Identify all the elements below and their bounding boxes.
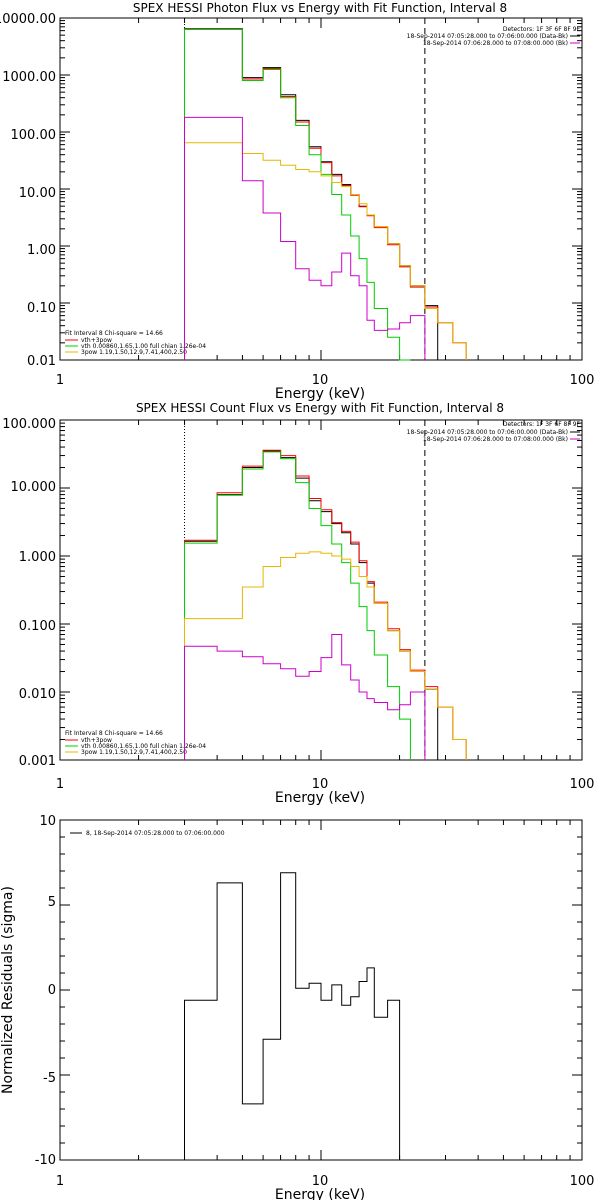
x-tick-label: 100	[570, 1174, 595, 1189]
series-line	[184, 142, 467, 360]
legend-bk-interval: 18-Sep-2014 07:06:28.000 to 07:08:00.000…	[423, 40, 568, 47]
panel-photon-flux: SPEX HESSI Photon Flux vs Energy with Fi…	[0, 1, 594, 402]
y-tick-label: 1.000	[19, 550, 56, 565]
x-axis-label: Energy (keV)	[275, 386, 365, 402]
y-tick-label: 1.00	[27, 243, 56, 258]
y-tick-label: -10	[35, 1153, 56, 1168]
y-tick-label: 0.001	[19, 754, 56, 769]
legend-fit-info: Fit Interval 8 Chi-square = 14.66	[65, 330, 163, 337]
x-tick-label: 10	[312, 1174, 329, 1189]
y-tick-label: 100.000	[2, 417, 56, 432]
legend-bk-interval: 18-Sep-2014 07:06:28.000 to 07:08:00.000…	[423, 436, 568, 443]
y-tick-label: 1000.00	[2, 70, 56, 85]
series-line	[184, 634, 426, 760]
x-tick-label: 1	[56, 373, 64, 388]
y-tick-label: 5	[48, 895, 56, 910]
y-tick-label: 10	[39, 814, 56, 829]
series-line	[184, 451, 411, 760]
y-tick-label: 0.100	[19, 619, 56, 634]
y-tick-label: -5	[43, 1071, 56, 1086]
y-tick-label: 0.10	[27, 301, 56, 316]
legend-entry: vth+3pow	[81, 737, 112, 744]
legend-detectors: Detectors: 1F 3F 6F 8F 9F	[503, 26, 581, 33]
panel-title: SPEX HESSI Count Flux vs Energy with Fit…	[136, 401, 504, 415]
x-axis-label: Energy (keV)	[275, 1187, 365, 1200]
y-tick-label: 10000.00	[0, 12, 56, 27]
legend-entry: vth+3pow	[81, 337, 112, 344]
series-line	[184, 551, 467, 760]
y-tick-label: 0.010	[19, 687, 56, 702]
y-tick-label: 10.00	[19, 186, 56, 201]
x-tick-label: 100	[570, 373, 595, 388]
legend-entry: 3pow 1.19,1.50,12.9,7.41,400,2.50	[81, 749, 187, 756]
legend-fit-info: Fit Interval 8 Chi-square = 14.66	[65, 730, 163, 737]
plot-layer	[59, 17, 583, 1161]
series-line	[184, 116, 426, 360]
panel-count-flux: SPEX HESSI Count Flux vs Energy with Fit…	[2, 401, 594, 806]
y-tick-label: 10.000	[11, 480, 57, 495]
x-tick-label: 100	[570, 777, 595, 792]
y-axis-label: Normalized Residuals (sigma)	[0, 886, 16, 1094]
y-tick-label: 0	[48, 983, 56, 998]
legend-entry: 3pow 1.19,1.50,12.9,7.41,400,2.50	[81, 349, 187, 356]
x-axis-label: Energy (keV)	[275, 790, 365, 806]
legend-data-interval: 18-Sep-2014 07:05:28.000 to 07:06:00.000…	[407, 33, 568, 40]
y-tick-label: 100.00	[11, 128, 57, 143]
x-tick-label: 1	[56, 1174, 64, 1189]
legend-entry: vth 0.00860,1.65,1.00 full chian 1.26e-0…	[81, 743, 206, 750]
x-tick-label: 10	[312, 777, 329, 792]
x-tick-label: 10	[312, 373, 329, 388]
panel-residuals: Energy (keV) 1 10 100 -10 -5 0 5 10 Norm…	[0, 814, 594, 1200]
series-line	[184, 872, 401, 1160]
y-tick-label: 0.01	[27, 354, 56, 369]
legend-entry: 8, 18-Sep-2014 07:05:28.000 to 07:06:00.…	[86, 830, 225, 837]
legend-entry: vth 0.00860,1.65,1.00 full chian 1.26e-0…	[81, 343, 206, 350]
series-line	[184, 28, 411, 361]
x-tick-label: 1	[56, 777, 64, 792]
panel-title: SPEX HESSI Photon Flux vs Energy with Fi…	[133, 1, 507, 15]
legend-data-interval: 18-Sep-2014 07:05:28.000 to 07:06:00.000…	[407, 429, 568, 436]
